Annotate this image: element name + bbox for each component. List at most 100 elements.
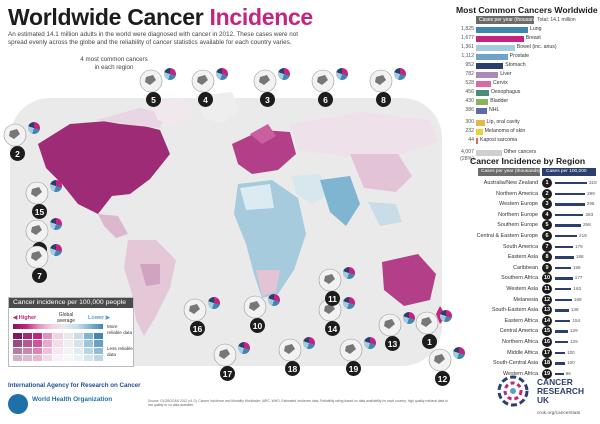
region-number-badge: 15 — [32, 204, 47, 219]
legend-cell — [53, 340, 63, 347]
region-rate-bar — [555, 309, 569, 312]
region-rate-value: 299 — [587, 190, 595, 196]
region-rate-value: 219 — [579, 233, 587, 238]
cancer-bar-label: Bowel (inc. anus) — [516, 44, 557, 50]
region-cancer-pie — [303, 337, 315, 349]
region-row: South-Eastern Asia 13 138 — [456, 305, 600, 316]
region-row: Eastern Asia 8 188 — [456, 252, 600, 263]
region-callout-globe — [338, 337, 364, 363]
legend-cell — [23, 340, 33, 347]
region-rate-bar — [555, 266, 571, 270]
region-name: Eastern Asia — [507, 254, 538, 261]
region-row: South America 7 179 — [456, 241, 600, 252]
cancer-bar — [476, 80, 492, 87]
legend-reliability-grid — [13, 333, 103, 361]
legend-cell — [53, 333, 63, 340]
legend-cell — [33, 333, 43, 340]
region-rate-bar — [555, 182, 587, 185]
legend-cell — [23, 333, 33, 340]
region-number-badge: 16 — [542, 337, 552, 347]
region-number-badge: 6 — [542, 231, 552, 241]
legend-cell — [83, 347, 93, 354]
region-number-badge: 4 — [542, 209, 552, 220]
region-row: Northern Europe 4 283 — [456, 209, 600, 220]
region-cancer-pie — [336, 68, 348, 80]
region-rate-bar — [555, 372, 564, 376]
region-number-badge: 13 — [542, 305, 552, 316]
region-number-badge: 1 — [542, 178, 552, 188]
region-rate-value: 258 — [582, 222, 591, 228]
cancer-bar — [476, 35, 524, 42]
legend-cell — [63, 333, 73, 340]
cancer-bar-value: 386 — [465, 107, 474, 113]
legend-cell — [33, 340, 43, 347]
legend-cell — [13, 333, 23, 340]
legend-cell — [93, 340, 103, 347]
legend-cell — [33, 354, 43, 361]
iarc-logo-text: International Agency for Research on Can… — [8, 382, 141, 389]
region-rate-bar — [555, 235, 578, 238]
region-rate-value: 138 — [570, 307, 579, 313]
region-rate-value: 296 — [586, 201, 595, 207]
region-name: Northern Africa — [502, 339, 538, 345]
cancer-bar-label: Bladder — [490, 98, 509, 104]
region-rate-bar — [555, 203, 585, 206]
region-cancer-pie — [440, 310, 452, 322]
map-legend: Cancer incidence per 100,000 people ◀ Hi… — [8, 297, 134, 367]
region-callout-globe — [24, 244, 50, 270]
region-rate-bar — [555, 351, 566, 354]
region-number-badge: 11 — [325, 291, 340, 306]
region-callout-globe — [377, 312, 403, 338]
region-row: Northern Africa 16 129 — [456, 337, 600, 347]
region-callout-globe — [277, 337, 303, 363]
cancer-bar — [476, 107, 487, 114]
region-callout-globe — [317, 267, 343, 293]
cancer-bar-value: 1,112 — [461, 53, 474, 59]
legend-cell — [83, 340, 93, 347]
region-number-badge: 6 — [318, 92, 333, 107]
region-name: Western Asia — [506, 286, 538, 292]
region-number-badge: 7 — [32, 268, 47, 283]
region-name: Southern Europe — [497, 222, 538, 229]
region-rate-value: 163 — [573, 286, 582, 291]
cancer-bar-label: NHL — [488, 107, 500, 113]
region-callout-globe — [368, 68, 394, 94]
region-name: Australia/New Zealand — [483, 180, 538, 186]
cancer-bar — [476, 71, 499, 78]
cancer-bar-value: 528 — [465, 80, 474, 86]
legend-cell — [23, 354, 33, 361]
legend-title: Cancer incidence per 100,000 people — [9, 298, 133, 308]
cruk-logo-text: CANCER RESEARCH UK — [537, 377, 584, 405]
region-number-badge: 11 — [542, 284, 552, 294]
cancer-bar-value: 952 — [465, 62, 474, 68]
region-chart-title: Cancer Incidence by Region — [470, 156, 586, 166]
region-rate-bar — [555, 330, 568, 333]
region-name: Southern Africa — [501, 275, 538, 282]
region-number-badge: 17 — [542, 347, 552, 358]
region-cancer-pie — [238, 342, 250, 354]
callout-note: 4 most common cancers in each region — [80, 56, 148, 71]
cancer-bar-label: Breast — [525, 35, 541, 41]
region-rate-value: 168 — [573, 296, 582, 302]
region-name: South America — [502, 243, 538, 250]
region-callout-globe — [427, 347, 453, 373]
region-number-badge: 10 — [250, 318, 265, 333]
region-rate-value: 179 — [575, 243, 583, 249]
legend-more-reliable: More reliable data — [107, 324, 133, 335]
region-cancer-pie — [453, 347, 465, 359]
legend-cell — [13, 354, 23, 361]
cancer-bar — [476, 137, 478, 144]
region-callout-globe — [212, 342, 238, 368]
region-rate-bar — [555, 288, 572, 291]
region-rate-bar — [555, 192, 586, 195]
who-globe-icon — [8, 394, 28, 414]
region-number-badge: 8 — [542, 252, 552, 263]
cancer-bar-value: 1,361 — [461, 44, 474, 50]
common-cancers-total: Total: 14.1 million — [537, 17, 576, 23]
region-rate-bar — [555, 224, 581, 227]
legend-cell — [33, 347, 43, 354]
region-number-badge: 2 — [542, 188, 552, 199]
region-rate-value: 129 — [569, 339, 578, 344]
cancer-bar-value: 44 — [468, 137, 474, 143]
